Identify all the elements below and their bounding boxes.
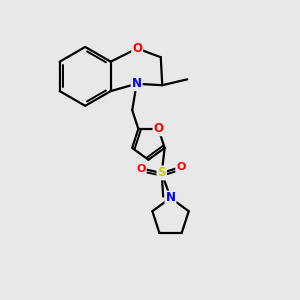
Text: S: S [158,167,166,179]
Text: O: O [132,42,142,55]
Text: O: O [136,164,146,173]
Text: O: O [153,122,164,135]
Text: N: N [166,191,176,205]
Text: N: N [132,77,142,90]
Text: O: O [176,162,185,172]
